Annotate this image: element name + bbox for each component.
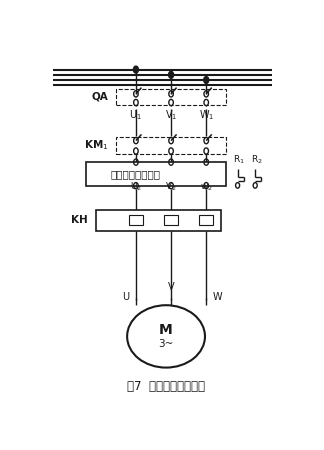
Bar (199, 216, 213, 225)
Bar (86, 162, 226, 186)
Circle shape (204, 76, 209, 83)
Bar (164, 216, 178, 225)
Text: w$_2$: w$_2$ (200, 182, 213, 193)
Text: R$_1$: R$_1$ (233, 153, 245, 166)
Bar (116, 137, 226, 154)
Bar (96, 210, 221, 231)
Text: KH: KH (72, 215, 88, 225)
Text: U: U (122, 292, 130, 302)
Text: R$_2$: R$_2$ (250, 153, 262, 166)
Text: KM$_1$: KM$_1$ (84, 139, 108, 153)
Text: 电动机软启动装置: 电动机软启动装置 (111, 169, 161, 179)
Text: QA: QA (92, 92, 108, 102)
Text: 图7  不带旁路的一次图: 图7 不带旁路的一次图 (127, 380, 205, 393)
Text: U$_1$: U$_1$ (130, 108, 142, 122)
Text: V$_1$: V$_1$ (165, 108, 177, 122)
Bar (129, 216, 143, 225)
Text: U$_2$: U$_2$ (130, 180, 142, 193)
Text: V$_2$: V$_2$ (165, 180, 177, 193)
Text: W$_1$: W$_1$ (199, 108, 214, 122)
Circle shape (168, 72, 174, 78)
Bar (116, 89, 226, 105)
Text: M: M (159, 323, 173, 337)
Text: V: V (168, 282, 174, 292)
Circle shape (133, 66, 138, 73)
Text: 3~: 3~ (158, 339, 174, 349)
Text: W: W (213, 292, 222, 302)
Ellipse shape (127, 305, 205, 368)
